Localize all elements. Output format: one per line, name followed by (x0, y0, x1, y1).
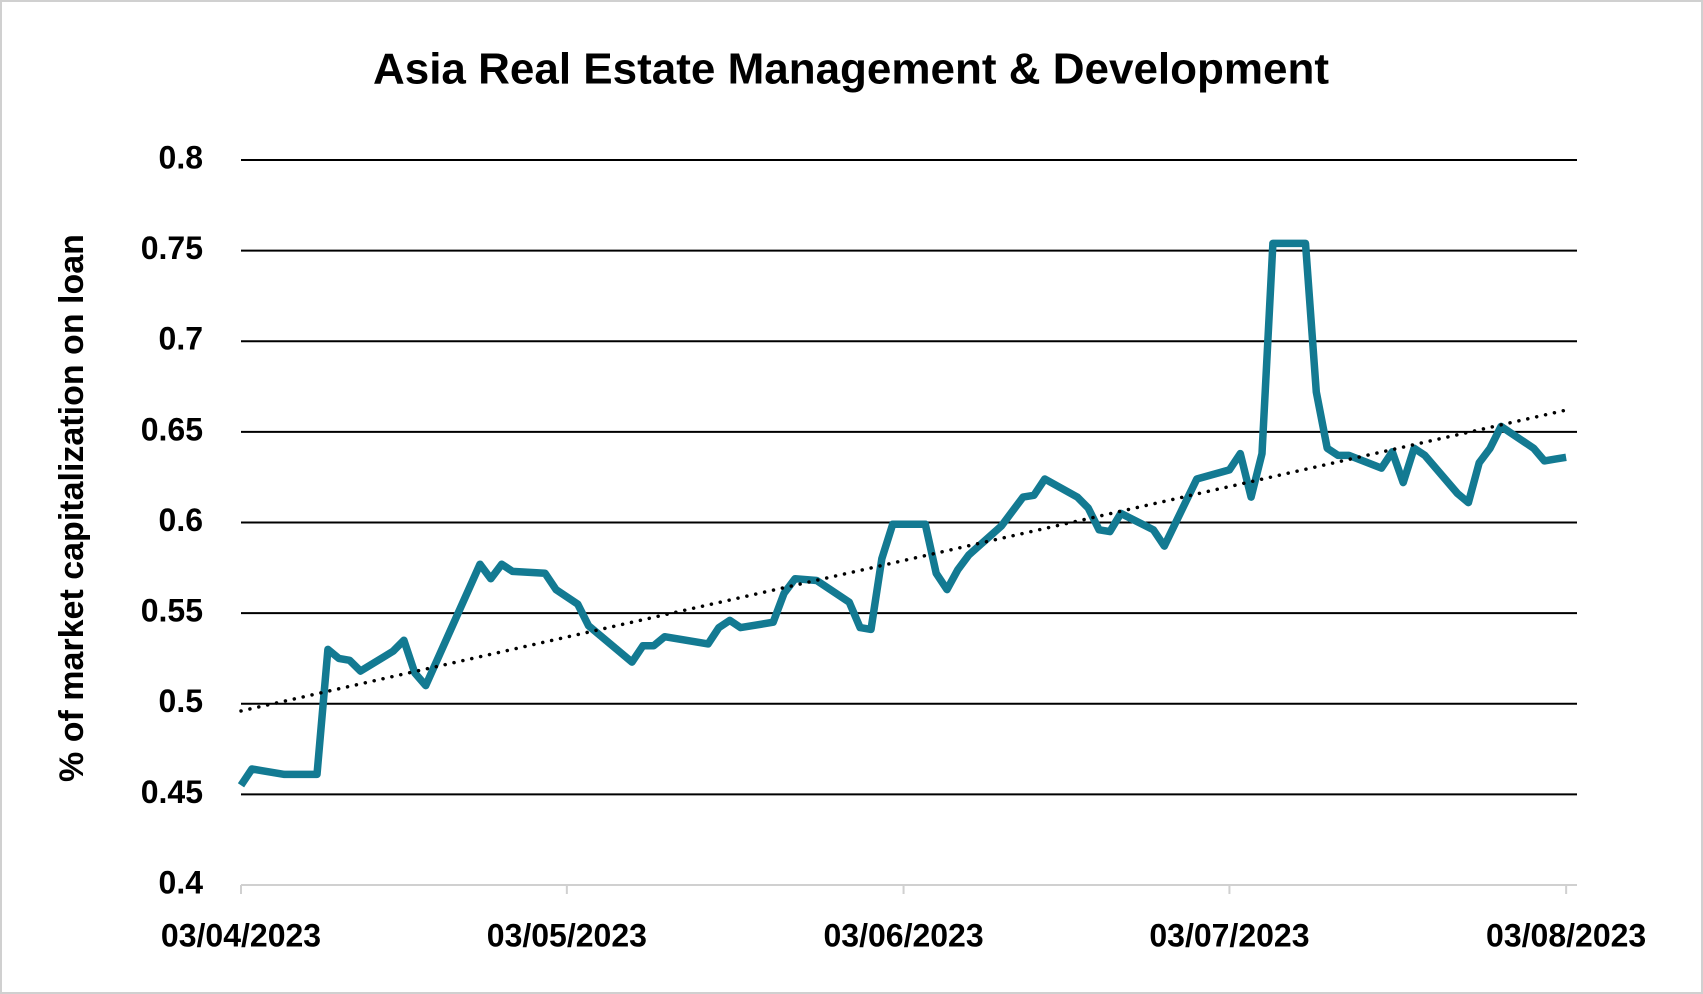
x-tick-label: 03/08/2023 (1486, 917, 1646, 953)
y-tick-label: 0.7 (159, 321, 203, 357)
y-axis-label: % of market capitalization on loan (53, 234, 91, 782)
x-tick-label: 03/04/2023 (161, 917, 321, 953)
y-tick-label: 0.65 (141, 411, 203, 447)
y-tick-label: 0.5 (159, 683, 203, 719)
y-tick-label: 0.6 (159, 502, 203, 538)
y-tick-label: 0.8 (159, 139, 203, 175)
y-tick-label: 0.75 (141, 230, 203, 266)
chart-title: Asia Real Estate Management & Developmen… (373, 45, 1329, 94)
y-tick-label: 0.55 (141, 593, 203, 629)
data-line (237, 239, 1567, 788)
y-tick-label: 0.45 (141, 774, 203, 810)
x-tick-label: 03/05/2023 (487, 917, 647, 953)
y-tick-label: 0.4 (159, 864, 204, 900)
trend-line (239, 408, 1568, 713)
x-tick-label: 03/06/2023 (823, 917, 983, 953)
x-tick-label: 03/07/2023 (1149, 917, 1309, 953)
